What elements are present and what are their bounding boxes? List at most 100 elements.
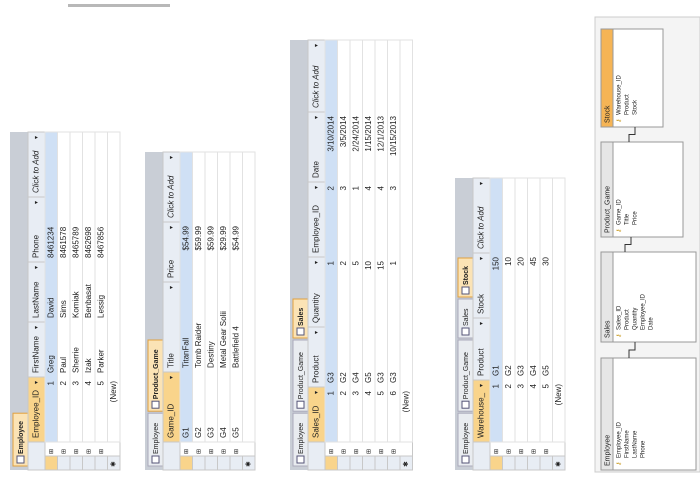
tab-label: Product_Game — [463, 352, 470, 399]
cell: Parker — [96, 349, 105, 373]
record-selector — [204, 455, 218, 471]
tab-label: Employee — [153, 423, 160, 454]
tab-label: Employee — [298, 423, 305, 454]
relationships-diagram: Employee ⚷Employee_ID FirstName LastName Pho… — [594, 16, 700, 473]
cell: 5 — [541, 383, 550, 388]
expand-icon: ⊞ — [379, 449, 385, 454]
tab-label: Employee — [18, 421, 25, 454]
record-selector — [69, 455, 83, 471]
cell: Benbasat — [84, 283, 93, 318]
tab-icon — [151, 455, 160, 464]
cell: 3 — [389, 185, 398, 190]
expand-icon: ⊞ — [86, 449, 92, 454]
tab-icon — [296, 400, 305, 409]
data-row — [527, 177, 541, 443]
cell: Izak — [84, 357, 93, 373]
record-selector — [82, 455, 96, 471]
table-view: Employee Product_Game Sales Sales_ID ▾ Produc… — [290, 39, 413, 471]
sort-arrow: ▾ — [314, 116, 320, 119]
expand-icon: ⊞ — [366, 449, 372, 454]
record-selector — [57, 455, 71, 471]
data-row — [179, 151, 193, 443]
tab-icon — [461, 455, 470, 464]
expand-icon: ⊞ — [234, 449, 240, 454]
sort-arrow: ▾ — [479, 322, 485, 325]
cell: G3 — [326, 372, 335, 383]
cell: Paul — [59, 357, 68, 373]
cell: G4 — [529, 365, 538, 376]
cell: G1 — [491, 365, 500, 376]
field-name: Game_ID — [617, 199, 623, 225]
table-box-title: Employee — [604, 435, 611, 466]
cell: 5 — [351, 260, 360, 265]
cell: 20 — [516, 256, 525, 265]
expand-icon: ⊞ — [74, 449, 80, 454]
record-selector — [44, 455, 58, 471]
expand-icon: ⊞ — [354, 449, 360, 454]
data-row — [69, 131, 83, 443]
data-row — [217, 151, 231, 443]
field-name: Employee_ID — [641, 293, 647, 330]
data-row — [204, 151, 218, 443]
column-header-label: Stock — [477, 293, 486, 314]
cell: G5 — [364, 372, 373, 383]
record-selector — [107, 455, 121, 471]
expand-icon: ⊞ — [544, 449, 550, 454]
record-selector — [489, 455, 503, 471]
data-row — [57, 131, 71, 443]
cell: 4 — [84, 380, 93, 385]
data-row — [489, 177, 503, 443]
cell: 150 — [491, 256, 500, 270]
expand-icon: ⊞ — [341, 449, 347, 454]
cell: G2 — [194, 427, 203, 438]
cell: TitanFall — [181, 337, 190, 368]
cell: G1 — [181, 427, 190, 438]
cell: 1 — [326, 260, 335, 265]
cell: Sims — [59, 300, 68, 318]
cell: David — [46, 298, 55, 318]
column-header-label: Click to Add — [32, 150, 41, 193]
column-header-label: Employee_ID — [32, 390, 41, 438]
cell: 8465789 — [71, 226, 80, 258]
expand-icon: ⊞ — [61, 449, 67, 454]
cell: 1 — [389, 260, 398, 265]
data-row — [539, 177, 553, 443]
sort-arrow: ▾ — [169, 156, 175, 159]
column-header-label: Sales_ID — [312, 405, 321, 438]
sort-arrow: ▾ — [34, 266, 40, 269]
cell: 2/24/2014 — [351, 115, 360, 151]
cell: Greg — [46, 355, 55, 373]
cell: 1 — [491, 383, 500, 388]
key-icon: ⚷ — [616, 334, 623, 338]
cell: 3 — [339, 185, 348, 190]
cell: 1/15/2014 — [364, 115, 373, 151]
field-name: Stock — [633, 99, 639, 115]
cell: 6 — [389, 390, 398, 395]
cell: G2 — [504, 365, 513, 376]
tab-bar — [10, 132, 28, 470]
cell: 4 — [364, 390, 373, 395]
column-header-label: Click to Add — [312, 65, 321, 108]
cell: 1 — [46, 380, 55, 385]
tab-label: Product_Game — [298, 352, 305, 399]
relationship-line — [628, 127, 636, 142]
cell: $54.99 — [181, 225, 190, 250]
expand-icon: ⊞ — [49, 449, 55, 454]
sort-arrow: ▾ — [34, 201, 40, 204]
tab-icon — [16, 455, 25, 464]
tab-label: Product_Game — [153, 349, 160, 399]
record-selector — [527, 455, 541, 471]
record-selector — [502, 455, 516, 471]
cell: Destiny — [206, 341, 215, 368]
cell: 5 — [376, 390, 385, 395]
field-name: LastName — [633, 430, 639, 458]
expand-icon: ⊞ — [196, 449, 202, 454]
sort-arrow: ▾ — [169, 286, 175, 289]
new-row-label: (New) — [401, 391, 410, 413]
record-selector — [514, 455, 528, 471]
cell: G4 — [219, 427, 228, 438]
table-view: Employee Employee_ID ▾ FirstName ▾ LastName ▾ P… — [10, 131, 121, 471]
cell: 3 — [351, 390, 360, 395]
column-header-label: FirstName — [32, 336, 41, 373]
record-selector — [242, 455, 256, 471]
